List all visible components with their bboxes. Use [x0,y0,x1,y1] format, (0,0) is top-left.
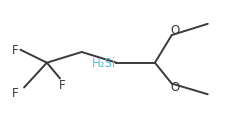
Text: O: O [171,24,180,37]
Text: O: O [171,81,180,94]
Text: F: F [12,86,18,99]
Text: H₂Si: H₂Si [92,57,117,70]
Text: F: F [59,78,65,91]
Text: F: F [12,44,19,57]
